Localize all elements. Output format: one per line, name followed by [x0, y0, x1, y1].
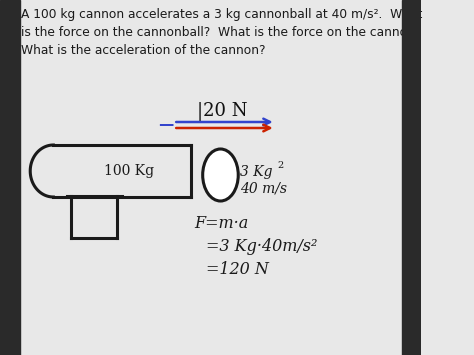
Text: —: — [158, 118, 173, 132]
Text: 40 m/s: 40 m/s [240, 181, 287, 195]
Text: =120 N: =120 N [206, 261, 269, 278]
Text: A 100 kg cannon accelerates a 3 kg cannonball at 40 m/s².  What
is the force on : A 100 kg cannon accelerates a 3 kg canno… [21, 8, 423, 57]
Text: 100 Kg: 100 Kg [104, 164, 154, 178]
Text: =3 Kg·40m/s²: =3 Kg·40m/s² [206, 238, 318, 255]
Text: |20 N: |20 N [197, 102, 248, 121]
Bar [402, 0, 421, 355]
Text: 2: 2 [277, 161, 283, 170]
Ellipse shape [203, 149, 238, 201]
Text: F=m·a: F=m·a [194, 215, 248, 232]
Bar [0, 0, 19, 355]
Text: 3 Kg: 3 Kg [240, 165, 273, 179]
